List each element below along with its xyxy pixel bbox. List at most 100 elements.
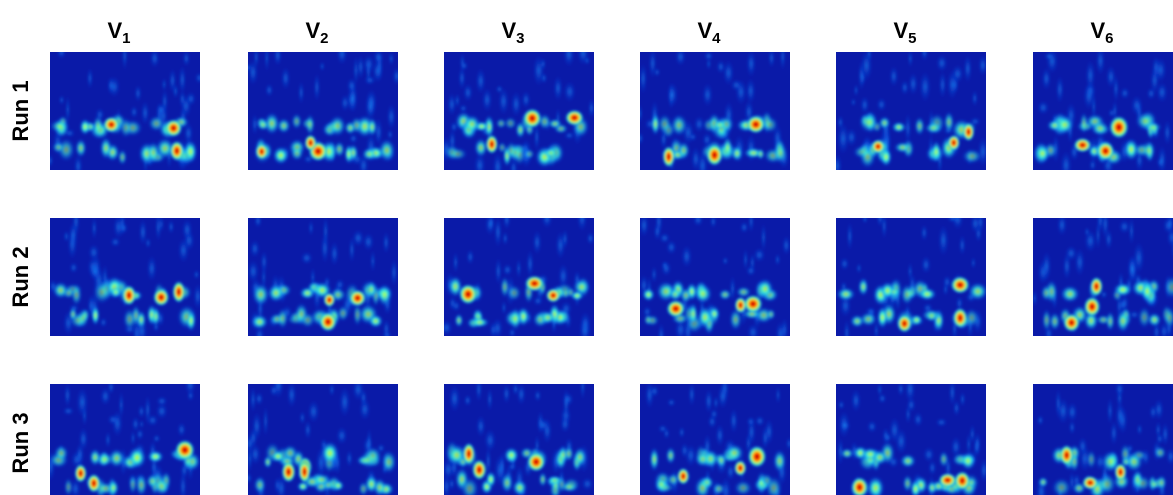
band xyxy=(282,445,298,461)
band xyxy=(136,310,146,329)
texture xyxy=(867,45,872,62)
band xyxy=(858,278,868,296)
texture xyxy=(658,425,667,433)
band xyxy=(89,449,101,466)
texture xyxy=(762,426,769,450)
band xyxy=(658,114,672,135)
texture xyxy=(971,257,975,269)
texture xyxy=(92,217,97,240)
texture xyxy=(461,61,468,70)
hot-spot xyxy=(1082,476,1098,490)
column-label-base: V xyxy=(501,18,516,43)
texture xyxy=(1096,46,1105,75)
texture xyxy=(735,79,746,105)
texture xyxy=(1106,65,1116,88)
texture xyxy=(1089,159,1096,171)
texture xyxy=(449,385,460,412)
band xyxy=(1035,144,1050,163)
spectrogram xyxy=(836,376,988,495)
texture xyxy=(347,78,357,94)
band xyxy=(300,312,315,328)
hot-spot xyxy=(1097,141,1115,160)
texture xyxy=(1097,209,1103,233)
texture xyxy=(554,75,563,101)
hot-spot xyxy=(304,134,316,151)
hot-spot xyxy=(954,471,970,491)
texture xyxy=(1105,229,1112,250)
texture xyxy=(936,418,948,427)
band xyxy=(757,278,774,299)
texture xyxy=(878,382,882,396)
band xyxy=(1154,446,1166,459)
texture xyxy=(1111,421,1118,446)
texture xyxy=(300,411,305,424)
texture xyxy=(639,213,648,237)
band xyxy=(918,288,937,301)
texture xyxy=(495,257,501,285)
texture xyxy=(694,116,705,132)
texture xyxy=(185,373,196,395)
texture xyxy=(1156,82,1167,103)
texture xyxy=(587,232,594,245)
band xyxy=(252,283,269,306)
texture xyxy=(74,154,83,178)
column-label: V4 xyxy=(697,18,721,47)
band xyxy=(1049,312,1060,331)
band xyxy=(1156,475,1166,490)
band xyxy=(564,446,574,462)
spectrogram xyxy=(639,208,790,349)
hot-spot xyxy=(1084,296,1101,316)
texture xyxy=(964,54,972,83)
hot-spot xyxy=(565,110,584,126)
band xyxy=(1134,475,1151,491)
texture xyxy=(193,283,202,309)
texture xyxy=(564,81,576,102)
band xyxy=(277,308,288,329)
band xyxy=(123,308,136,330)
texture xyxy=(459,104,467,112)
texture xyxy=(939,71,946,98)
band xyxy=(961,452,976,470)
texture xyxy=(581,477,593,490)
band xyxy=(1080,112,1088,133)
hot-spot xyxy=(963,122,975,141)
band xyxy=(267,284,284,303)
band xyxy=(1141,280,1153,303)
texture xyxy=(710,215,716,228)
texture xyxy=(889,66,898,87)
hot-spot xyxy=(255,143,268,159)
texture xyxy=(494,216,501,248)
hot-spot xyxy=(662,146,675,168)
texture xyxy=(844,319,850,347)
texture xyxy=(484,429,496,452)
texture xyxy=(730,408,738,434)
band xyxy=(931,140,941,163)
texture xyxy=(492,318,502,339)
band xyxy=(570,291,584,301)
texture xyxy=(851,98,856,106)
band xyxy=(539,472,547,487)
column-label-sub: 5 xyxy=(908,30,916,47)
texture xyxy=(281,67,290,90)
band xyxy=(1098,473,1117,495)
spectrogram xyxy=(49,207,202,349)
texture xyxy=(908,49,912,67)
texture xyxy=(1129,216,1134,245)
texture xyxy=(162,89,168,114)
texture xyxy=(537,418,549,432)
band xyxy=(77,308,89,328)
texture xyxy=(588,98,594,119)
spectrogram xyxy=(244,372,398,495)
hot-spot xyxy=(463,442,476,465)
band xyxy=(515,121,525,138)
texture xyxy=(522,91,531,109)
texture xyxy=(1164,120,1171,146)
texture xyxy=(895,428,907,454)
texture xyxy=(150,49,159,68)
texture xyxy=(860,96,869,113)
texture xyxy=(1056,388,1061,419)
hot-spot xyxy=(103,116,120,132)
texture xyxy=(980,458,988,483)
texture xyxy=(726,463,735,481)
band xyxy=(879,116,891,129)
